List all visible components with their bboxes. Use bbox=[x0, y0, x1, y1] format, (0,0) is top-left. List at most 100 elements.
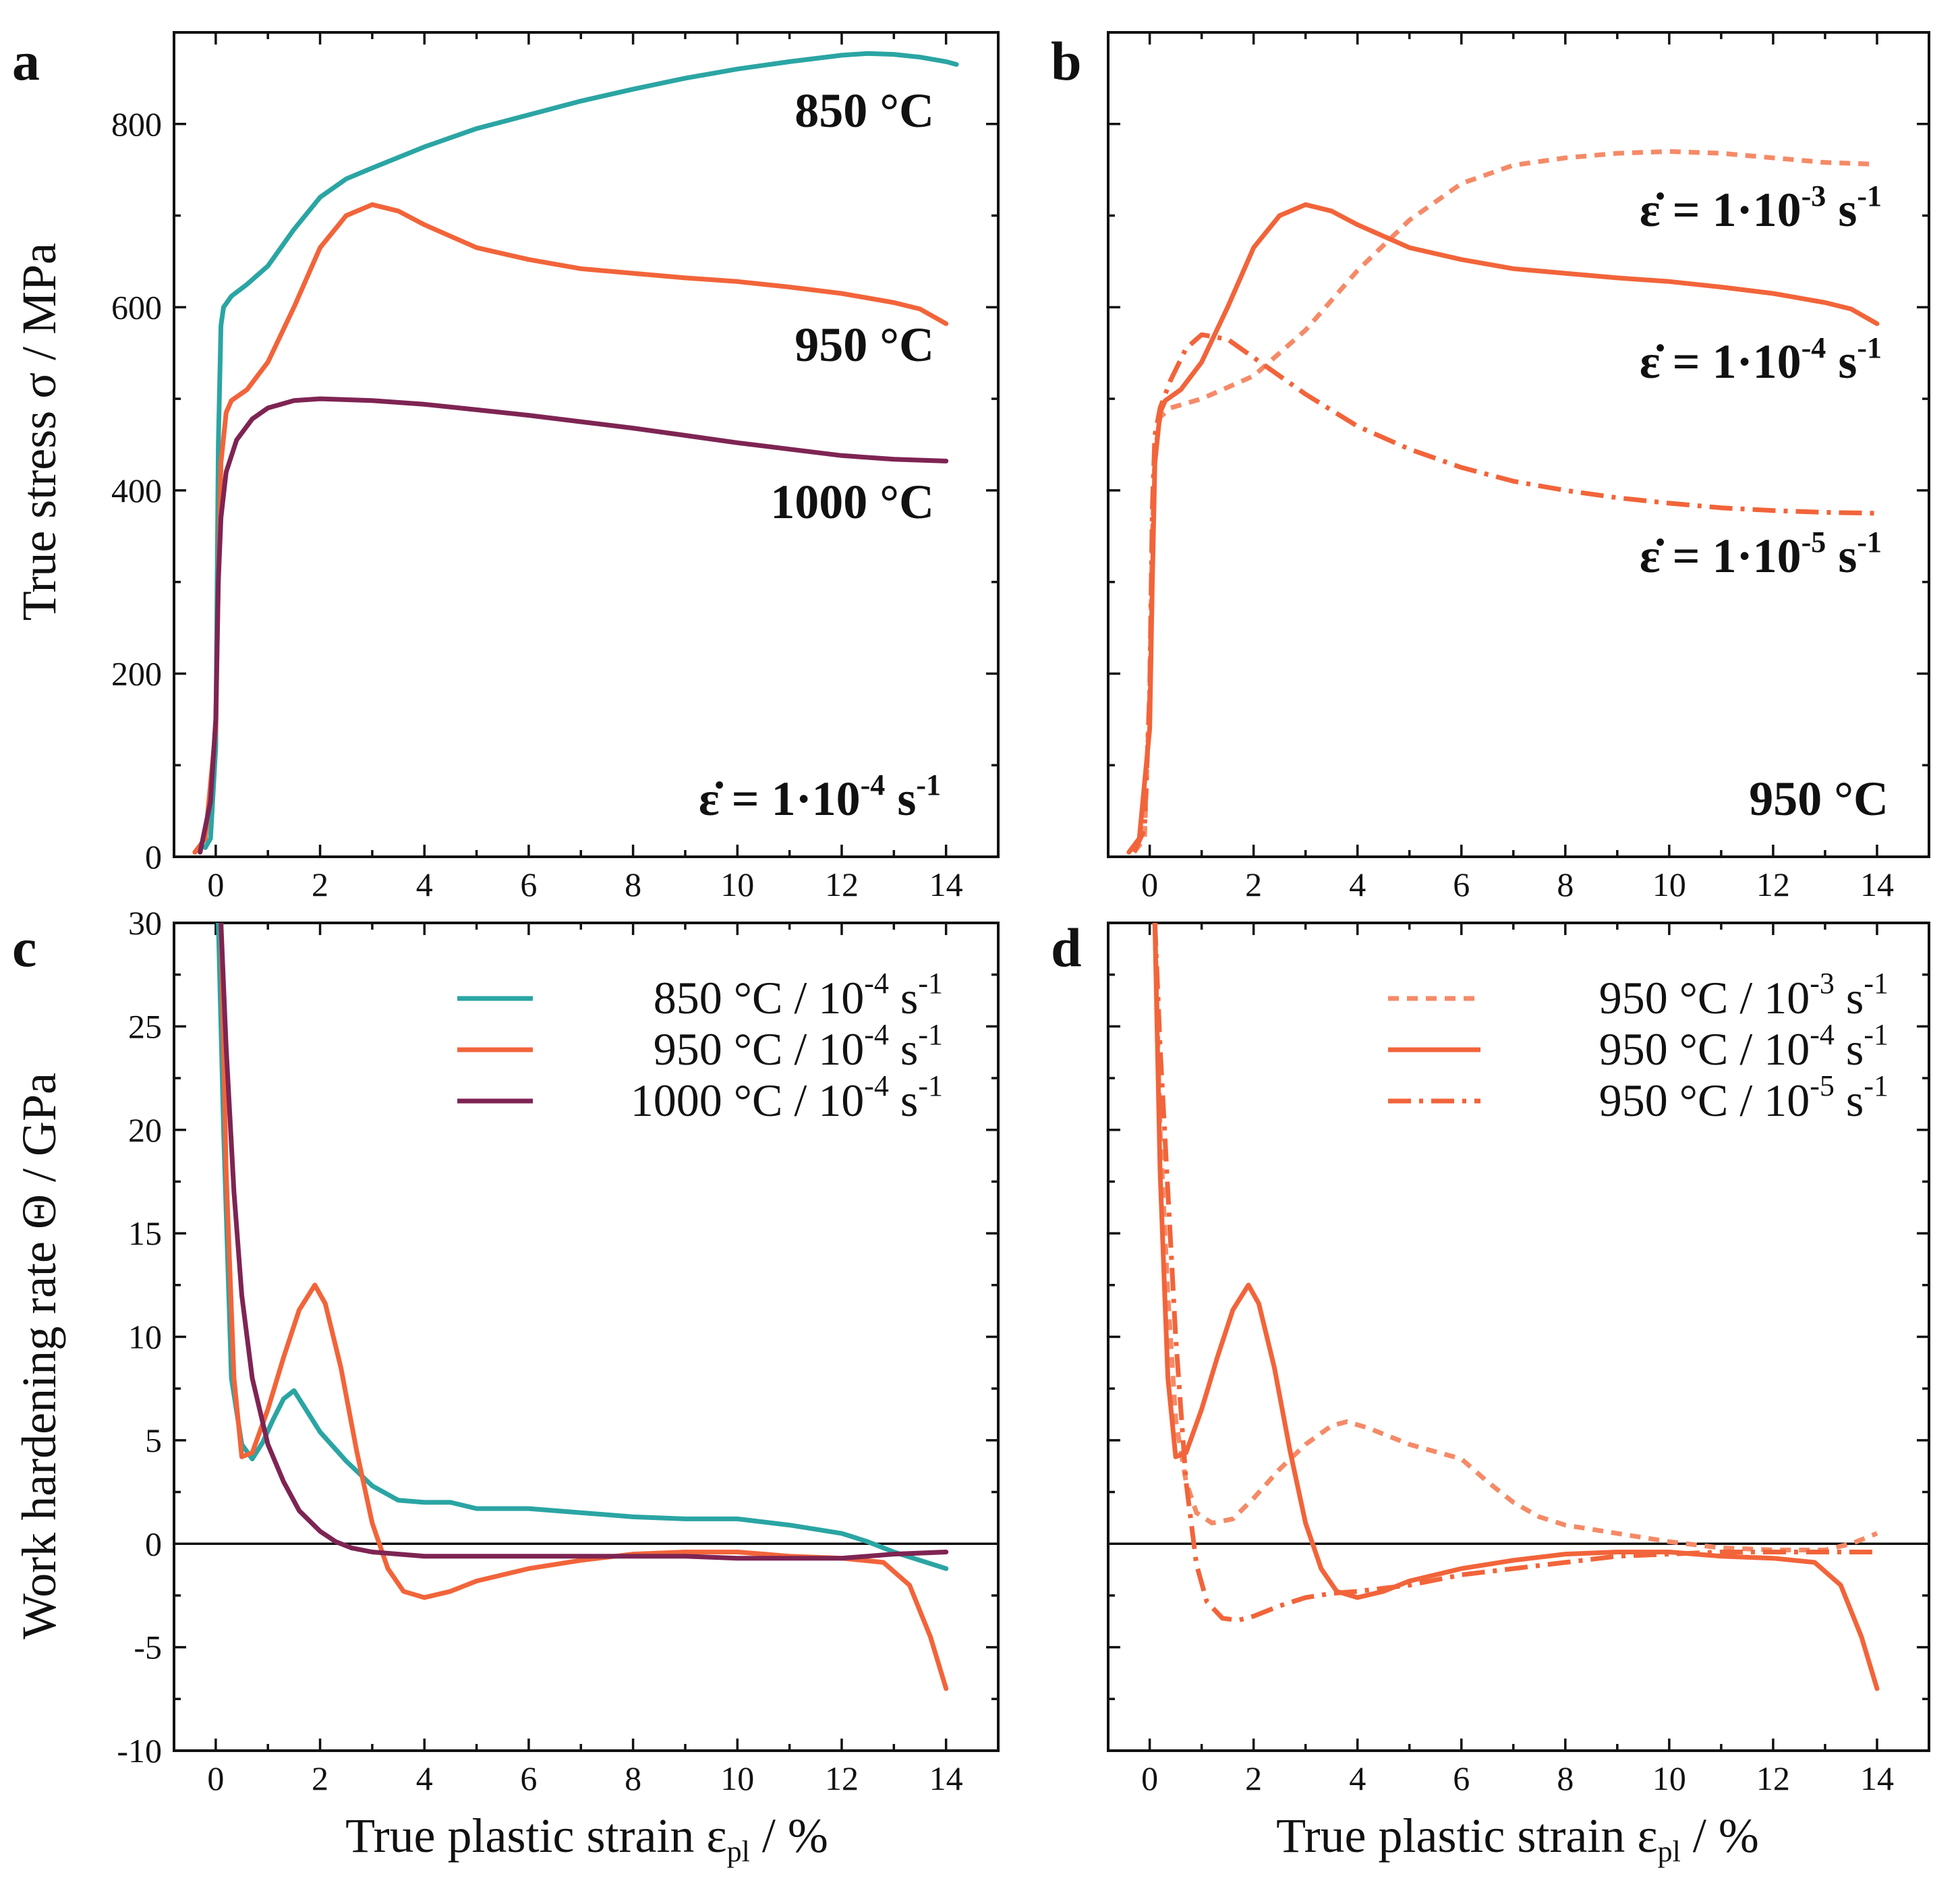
y-tick-label: 15 bbox=[128, 1214, 162, 1252]
legend-label-950-sup: -4 bbox=[864, 1018, 889, 1051]
annotation-1e-4: ε̇ = 1·10-4 s-1 bbox=[1640, 331, 1882, 389]
legend-label-1e-4-tail: s bbox=[1835, 1023, 1864, 1075]
legend-label-1e-4-sup: -4 bbox=[1810, 1018, 1835, 1051]
annotation-strain-rate: 950 °C bbox=[1749, 772, 1889, 826]
legend-label-850-tail: s bbox=[889, 972, 918, 1023]
x-tick-label: 8 bbox=[1557, 866, 1574, 903]
y-tick-label: 400 bbox=[111, 472, 162, 509]
legend-label-1e-5: 950 °C / 10-5 s-1 bbox=[1599, 1069, 1889, 1126]
panel-b-lines bbox=[1126, 149, 1880, 855]
y-axis-label-top: True stress σ / MPa bbox=[12, 243, 66, 621]
panel-a-axes: 0 2 4 6 8 10 12 14 0 200 400 600 800 bbox=[111, 31, 1000, 903]
x-tick-label: 4 bbox=[1349, 1759, 1366, 1797]
series-line-950 bbox=[192, 202, 949, 855]
x-tick-label: 2 bbox=[312, 866, 328, 903]
x-tick-label: 12 bbox=[825, 1759, 859, 1797]
annotation-strain-rate-sup: -4 bbox=[861, 768, 886, 801]
panel-a-letter: a bbox=[12, 30, 40, 92]
legend-label-1000-main: 1000 °C / 10 bbox=[631, 1075, 864, 1126]
series-line-1000 bbox=[198, 396, 949, 855]
y-tick-label: -10 bbox=[117, 1732, 162, 1770]
legend-label-1e-3-main: 950 °C / 10 bbox=[1599, 972, 1810, 1023]
annotation-1e-3-tail: s bbox=[1826, 183, 1857, 237]
panel-d-lines bbox=[1152, 923, 1880, 1691]
y-tick-label: 600 bbox=[111, 288, 162, 326]
x-tick-label: 10 bbox=[720, 866, 754, 903]
annotation-1000: 1000 °C bbox=[770, 475, 934, 529]
legend-label-1000-sup: -4 bbox=[864, 1069, 889, 1102]
x-tick-label: 6 bbox=[1453, 1759, 1470, 1797]
x-tick-label: 0 bbox=[207, 1759, 224, 1797]
x-axis-label-left-main: True plastic strain ε bbox=[345, 1809, 727, 1863]
x-tick-label: 12 bbox=[1756, 1759, 1790, 1797]
x-tick-label: 10 bbox=[720, 1759, 754, 1797]
series-line-1000 bbox=[219, 923, 949, 1561]
x-tick-label: 2 bbox=[1245, 866, 1262, 903]
panel-b: b 0 2 4 6 8 10 12 14 ε̇ = 1·10-3 s-1ε̇ = 1·10-4… bbox=[1051, 30, 1930, 903]
x-tick-label: 10 bbox=[1652, 866, 1686, 903]
panel-d-letter: d bbox=[1051, 917, 1082, 978]
x-tick-label: 6 bbox=[520, 1759, 537, 1797]
x-tick-label: 12 bbox=[825, 866, 859, 903]
plot-frame bbox=[173, 31, 1000, 858]
plot-frame bbox=[173, 922, 1000, 1752]
x-axis-label-right-main: True plastic strain ε bbox=[1276, 1809, 1658, 1863]
x-tick-label: 2 bbox=[312, 1759, 328, 1797]
legend-label-850-main: 850 °C / 10 bbox=[654, 972, 864, 1023]
annotation-1e-5-sup: -5 bbox=[1802, 526, 1826, 559]
y-tick-label: 25 bbox=[128, 1007, 162, 1045]
annotation-strain-rate-tail-sup: -1 bbox=[916, 768, 941, 801]
y-tick-label: 10 bbox=[128, 1318, 162, 1356]
x-tick-label: 8 bbox=[625, 1759, 641, 1797]
x-tick-label: 6 bbox=[520, 866, 537, 903]
annotation-1e-4-sup: -4 bbox=[1802, 331, 1826, 364]
legend-label-850-tail-sup: -1 bbox=[918, 967, 943, 1000]
annotation-strain-rate-main: ε̇ = 1·10 bbox=[699, 772, 861, 826]
y-tick-label: -5 bbox=[134, 1629, 162, 1666]
x-tick-label: 8 bbox=[1557, 1759, 1574, 1797]
x-tick-label: 14 bbox=[929, 866, 963, 903]
x-axis-label-right-sub: pl bbox=[1658, 1835, 1681, 1868]
x-tick-label: 12 bbox=[1756, 866, 1790, 903]
annotation-950: 950 °C bbox=[795, 318, 934, 372]
legend-label-1000-tail-sup: -1 bbox=[918, 1069, 943, 1102]
x-tick-label: 4 bbox=[1349, 866, 1366, 903]
legend-label-1e-5-tail: s bbox=[1835, 1075, 1864, 1126]
y-tick-label: 0 bbox=[145, 838, 162, 876]
panel-a: a 0 2 4 6 8 10 12 14 0 200 400 600 800 850 °C 950 °C 1… bbox=[12, 30, 1000, 903]
x-axis-label-left-sub: pl bbox=[727, 1835, 750, 1868]
plot-frame bbox=[1107, 922, 1930, 1752]
panel-d-axes: 0 2 4 6 8 10 12 14 bbox=[1107, 922, 1930, 1797]
x-tick-label: 14 bbox=[1860, 866, 1894, 903]
x-tick-label: 14 bbox=[1860, 1759, 1894, 1797]
legend-label-1000-tail: s bbox=[889, 1075, 918, 1126]
legend-label-1e-5-sup: -5 bbox=[1810, 1069, 1835, 1102]
x-tick-label: 0 bbox=[207, 866, 224, 903]
plot-frame bbox=[1107, 31, 1930, 858]
panel-a-annotations: 850 °C 950 °C 1000 °C ε̇ = 1·10-4 s-1 bbox=[699, 84, 941, 826]
annotation-1e-5-tail: s bbox=[1826, 529, 1857, 583]
series-line-1e-3 bbox=[1132, 149, 1878, 854]
panel-a-lines bbox=[192, 51, 959, 855]
x-tick-label: 10 bbox=[1652, 1759, 1686, 1797]
panel-c-lines bbox=[216, 923, 949, 1691]
legend-label-1e-5-tail-sup: -1 bbox=[1864, 1069, 1889, 1102]
x-axis-label-left-unit: / % bbox=[750, 1809, 828, 1863]
x-tick-label: 2 bbox=[1245, 1759, 1262, 1797]
legend-label-950-main: 950 °C / 10 bbox=[654, 1023, 864, 1075]
panel-b-axes: 0 2 4 6 8 10 12 14 bbox=[1107, 31, 1930, 903]
legend-label-1e-3: 950 °C / 10-3 s-1 bbox=[1599, 967, 1889, 1023]
y-tick-label: 30 bbox=[128, 904, 162, 942]
x-tick-label: 0 bbox=[1141, 866, 1158, 903]
legend-label-1e-3-tail-sup: -1 bbox=[1864, 967, 1889, 1000]
x-tick-label: 8 bbox=[625, 866, 641, 903]
x-tick-label: 6 bbox=[1453, 866, 1470, 903]
panel-b-annotations: ε̇ = 1·10-3 s-1ε̇ = 1·10-4 s-1ε̇ = 1·10-… bbox=[1640, 179, 1889, 826]
series-line-850 bbox=[202, 51, 959, 850]
annotation-1e-5-tail-sup: -1 bbox=[1857, 526, 1882, 559]
annotation-strain-rate: ε̇ = 1·10-4 s-1 bbox=[699, 768, 941, 826]
y-tick-label: 800 bbox=[111, 105, 162, 143]
annotation-850: 850 °C bbox=[795, 84, 934, 138]
